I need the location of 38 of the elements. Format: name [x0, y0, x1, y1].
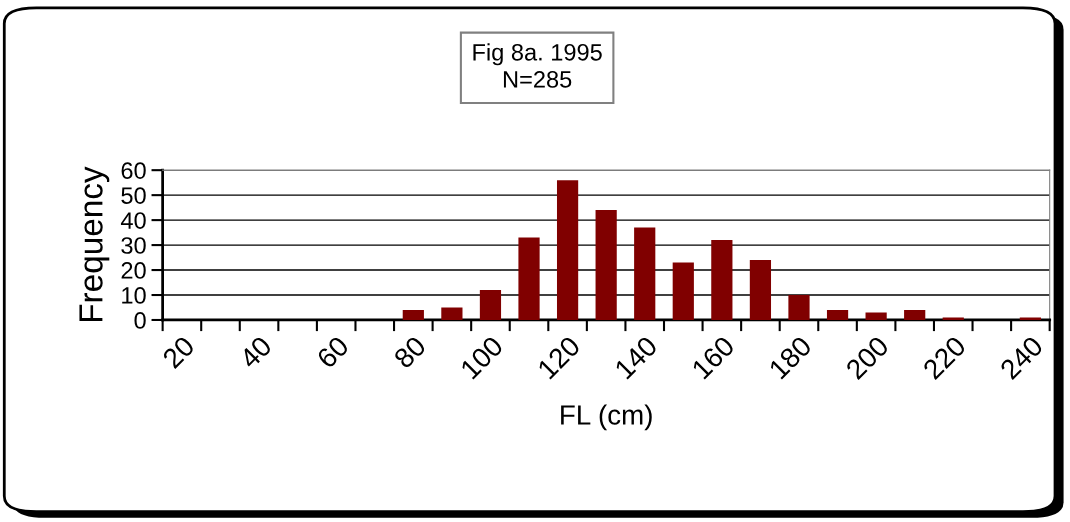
x-tick-label: 60 — [315, 335, 350, 370]
x-tick-label: 120 — [536, 335, 582, 380]
bar — [634, 227, 656, 320]
bar — [556, 180, 579, 320]
x-tick-label: 240 — [999, 335, 1045, 381]
y-tick-label: 30 — [121, 237, 146, 254]
y-tick-label: 50 — [121, 187, 146, 204]
bar — [749, 260, 772, 320]
y-tick-label: 60 — [121, 162, 146, 179]
bar — [788, 295, 810, 320]
x-tick-label: 100 — [459, 335, 505, 380]
y-tick-label: 40 — [120, 212, 146, 229]
x-tick-label: 40 — [238, 335, 273, 370]
x-tick-label: 180 — [768, 335, 813, 380]
y-tick-label: 10 — [122, 287, 146, 304]
x-tick-label: 160 — [691, 335, 736, 380]
y-tick-label: 20 — [121, 262, 146, 279]
bar — [595, 210, 617, 320]
bar — [672, 262, 694, 320]
bar — [479, 290, 502, 320]
y-tick-label: 0 — [134, 312, 146, 329]
x-tick-label: 80 — [392, 335, 427, 370]
x-axis-title: FL (cm) — [561, 404, 652, 431]
bar — [441, 307, 463, 320]
x-tick-label: 200 — [844, 335, 890, 381]
x-tick-label: 220 — [921, 335, 967, 381]
y-axis-title: Frequency — [79, 166, 110, 322]
bar — [402, 310, 424, 320]
bar — [518, 237, 540, 320]
bar — [826, 310, 849, 320]
bar — [942, 317, 964, 320]
chart-title: Fig 8a. 1995 N=285 — [473, 43, 602, 88]
x-tick-label: 20 — [161, 335, 196, 370]
bar — [1019, 317, 1041, 320]
bar — [711, 240, 733, 320]
bar — [865, 312, 887, 320]
bar — [904, 310, 926, 320]
x-tick-label: 140 — [613, 335, 659, 380]
